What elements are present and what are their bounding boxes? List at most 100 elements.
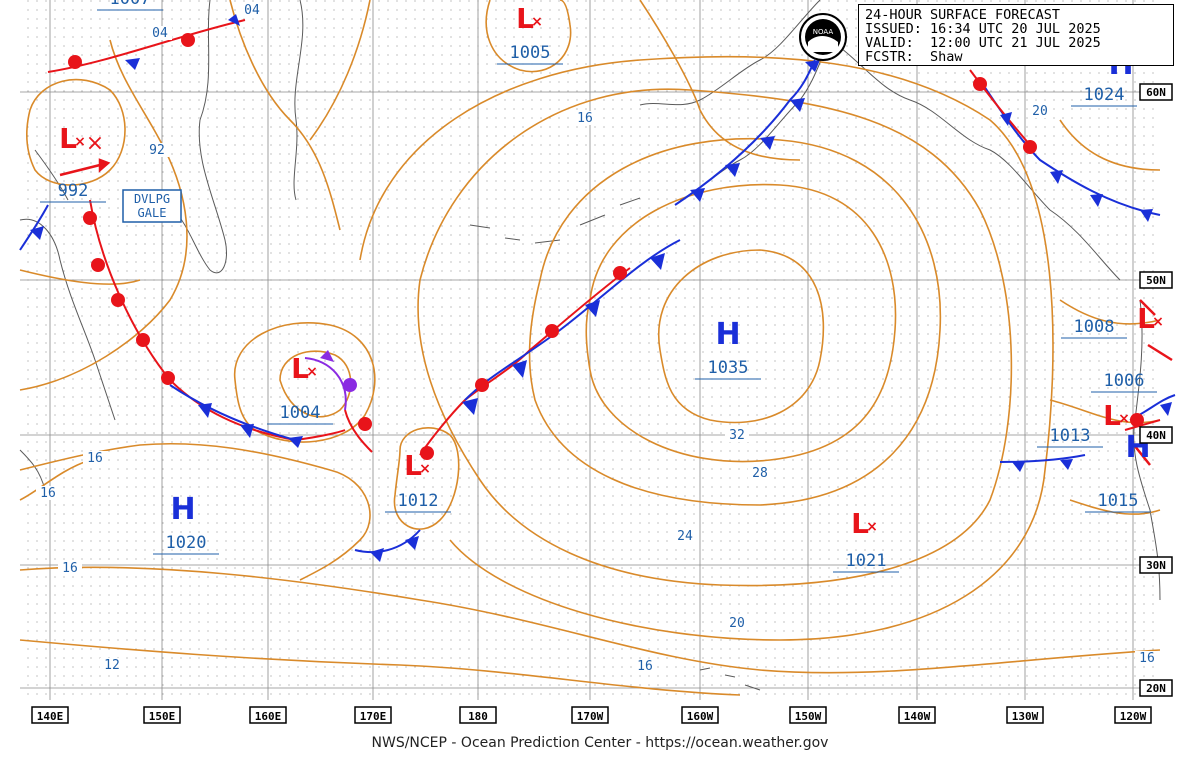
lon-label-box — [143, 706, 181, 724]
low-pressure-symbol: L — [516, 2, 534, 35]
cold-front-triangle — [1000, 112, 1012, 126]
pressure-value: 1005 — [510, 43, 551, 63]
isobar-label-bg — [725, 428, 749, 442]
forecaster: FCSTR: Shaw — [865, 49, 963, 65]
occluded-front-semicircle — [343, 378, 357, 392]
low-pressure-symbol: L — [851, 507, 869, 540]
logo-text: NOAA — [813, 28, 834, 36]
isobar-label-bg — [148, 26, 172, 40]
isobar-high-28 — [528, 138, 942, 506]
warm-front-semicircle — [973, 77, 987, 91]
low-center-x: × — [306, 364, 318, 380]
forecast-info-box: 24-HOUR SURFACE FORECAST ISSUED: 16:34 UT… — [858, 4, 1174, 66]
low-pressure-symbol: L — [1103, 399, 1121, 432]
isobar-label-bg — [725, 616, 749, 630]
warning-line-1: DVLPG — [134, 192, 170, 206]
low-center-x: × — [866, 519, 878, 535]
isobar-north-2 — [309, 0, 371, 141]
isobars — [19, 0, 1161, 696]
cold-front-triangle — [725, 163, 740, 177]
isobar-label: 04 — [244, 3, 260, 18]
isobar-label-bg — [573, 111, 597, 125]
cold-front-triangle — [125, 58, 140, 70]
isobar-west-1 — [19, 39, 188, 391]
isobar-label: 16 — [637, 659, 653, 674]
lon-label-box — [354, 706, 392, 724]
lat-lon-grid — [20, 0, 1160, 700]
lon-label: 160W — [687, 710, 714, 723]
cold-front-triangle — [30, 226, 44, 240]
isobar-label: 04 — [152, 26, 168, 41]
aleutian-islands — [469, 197, 641, 244]
motion-arrow — [59, 163, 101, 177]
isobar-high-20 — [359, 55, 1054, 641]
isobar-label-bg — [240, 3, 264, 17]
low-center-x: × — [419, 461, 431, 477]
pressure-value: 992 — [58, 181, 89, 201]
cold-front-triangle — [240, 424, 254, 438]
isobar-label-bg — [145, 143, 169, 157]
lat-label: 50N — [1146, 274, 1166, 287]
cold-front-triangle — [1090, 194, 1103, 207]
cold-front-south — [354, 529, 421, 554]
pressure-value: 1020 — [166, 533, 207, 553]
isobar-label: 16 — [40, 486, 56, 501]
storm-center-x: × — [86, 131, 104, 156]
isobar-label-bg — [100, 658, 124, 672]
lat-label-box — [1139, 83, 1173, 101]
isobar-12 — [19, 639, 741, 696]
alaska-coast — [679, 39, 1121, 281]
isobar-east-3 — [1049, 399, 1161, 424]
lat-label: 30N — [1146, 559, 1166, 572]
latitude-labels: 60N 50N 40N 30N 20N — [1139, 83, 1173, 697]
sakhalin-coast — [34, 149, 69, 201]
cold-front-triangle — [512, 360, 527, 378]
isobar-label: 20 — [729, 616, 745, 631]
lat-label-box — [1139, 426, 1173, 444]
isobar-label: 20 — [1032, 104, 1048, 119]
isobar-low-992 — [25, 78, 126, 186]
warm-front-semicircle — [111, 293, 125, 307]
low-pressure-symbol: L — [59, 122, 77, 155]
warm-front-semicircle — [420, 446, 434, 460]
warm-front-semicircle — [83, 211, 97, 225]
pressure-value: 1004 — [280, 403, 321, 423]
isobar-label: 16 — [62, 561, 78, 576]
arrow-head — [98, 158, 111, 173]
isobar-label: 92 — [149, 143, 165, 158]
isobar-label-bg — [673, 529, 697, 543]
pressure-value: 1035 — [708, 358, 749, 378]
isobar-16-south — [19, 566, 1161, 674]
lat-label: 60N — [1146, 86, 1166, 99]
isobar-label: 32 — [729, 428, 745, 443]
occluded-front-triangle — [320, 350, 334, 362]
lon-label-box — [681, 706, 719, 724]
warning-box — [122, 189, 182, 223]
warm-front-semicircle — [91, 258, 105, 272]
isobar-west-3 — [19, 459, 91, 501]
isobar-label: 16 — [577, 111, 593, 126]
lon-label-box — [898, 706, 936, 724]
warning-line-2: GALE — [138, 206, 167, 220]
siberia-coast — [293, 0, 304, 201]
lon-label-box — [789, 706, 827, 724]
warm-front-semicircle — [136, 333, 150, 347]
cold-front-triangle — [690, 188, 705, 202]
lon-label: 180 — [468, 710, 488, 723]
lat-label-box — [1139, 556, 1173, 574]
warm-front-semicircle — [1130, 413, 1144, 427]
high-pressure-symbol: H — [170, 492, 195, 527]
isobar-north-1 — [229, 0, 341, 231]
cold-front-triangle — [1050, 170, 1063, 184]
warm-front-low-1004 — [344, 409, 373, 453]
warm-front-semicircle — [545, 324, 559, 338]
pressure-value: 1024 — [1084, 85, 1125, 105]
lon-label-box — [31, 706, 69, 724]
isobar-high-24 — [417, 88, 1013, 587]
warm-front-semicircle — [475, 378, 489, 392]
isobar-east-1 — [1059, 119, 1161, 171]
low-pressure-symbol: L — [1137, 302, 1155, 335]
lon-label: 130W — [1012, 710, 1039, 723]
pressure-value: 1013 — [1050, 426, 1091, 446]
